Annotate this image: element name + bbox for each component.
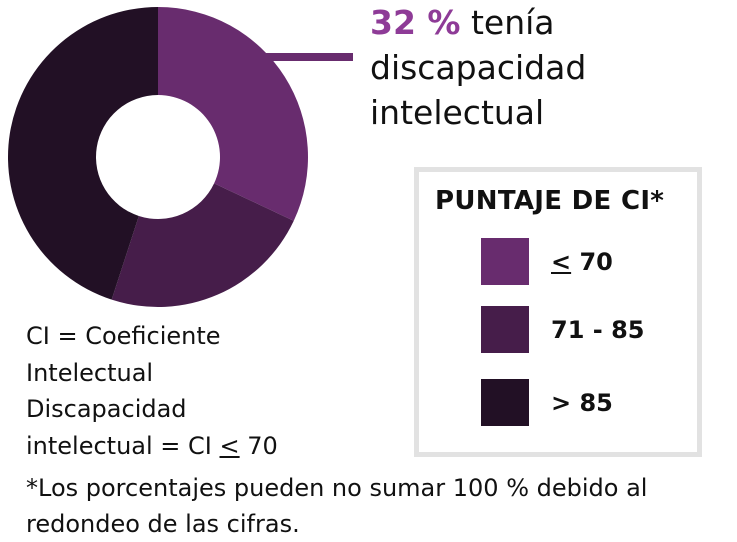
legend-title: PUNTAJE DE CI* (435, 186, 665, 216)
headline-annotation: 32 % tenía discapacidad intelectual (370, 0, 586, 135)
legend-swatch-mid (481, 306, 529, 353)
le-symbol-note: < (219, 431, 240, 460)
leader-line (265, 53, 353, 61)
le-symbol: < (551, 247, 572, 276)
legend-label-low: < 70 (551, 248, 613, 276)
donut-segment (111, 183, 294, 307)
legend-swatch-high (481, 379, 529, 426)
legend-label-mid: 71 - 85 (551, 315, 645, 344)
note-line-4: intelectual = CI < 70 (26, 428, 278, 465)
legend-item-low: < 70 (481, 238, 613, 285)
note-line-4-pre: intelectual = CI (26, 431, 220, 460)
note-line-2: Intelectual (26, 358, 154, 387)
note-line-1: CI = Coeficiente (26, 322, 221, 350)
legend-box: PUNTAJE DE CI* < 70 71 - 85 > 85 (414, 167, 702, 457)
donut-segment (7, 7, 158, 300)
legend-label-low-text: 70 (571, 247, 613, 276)
note-line-4-post: 70 (239, 431, 278, 460)
legend-label-high: > 85 (551, 388, 613, 417)
footnote: *Los porcentajes pueden no sumar 100 % d… (26, 470, 647, 542)
headline-text-3: intelectual (370, 93, 545, 132)
donut-segment (158, 7, 308, 221)
headline-text-2: discapacidad (370, 48, 587, 87)
note-line-3: Discapacidad (26, 395, 187, 423)
donut-chart (7, 7, 308, 307)
legend-swatch-low (481, 238, 529, 285)
headline-percent: 32 % (370, 3, 461, 42)
legend-item-mid: 71 - 85 (481, 306, 644, 353)
footnote-line-2: redondeo de las cifras. (26, 510, 300, 538)
footnote-line-1: *Los porcentajes pueden no sumar 100 % d… (26, 474, 648, 502)
legend-item-high: > 85 (481, 379, 613, 426)
definitions-note: CI = Coeficiente Intelectual Discapacida… (26, 318, 278, 464)
headline-text-1: tenía (460, 3, 555, 42)
